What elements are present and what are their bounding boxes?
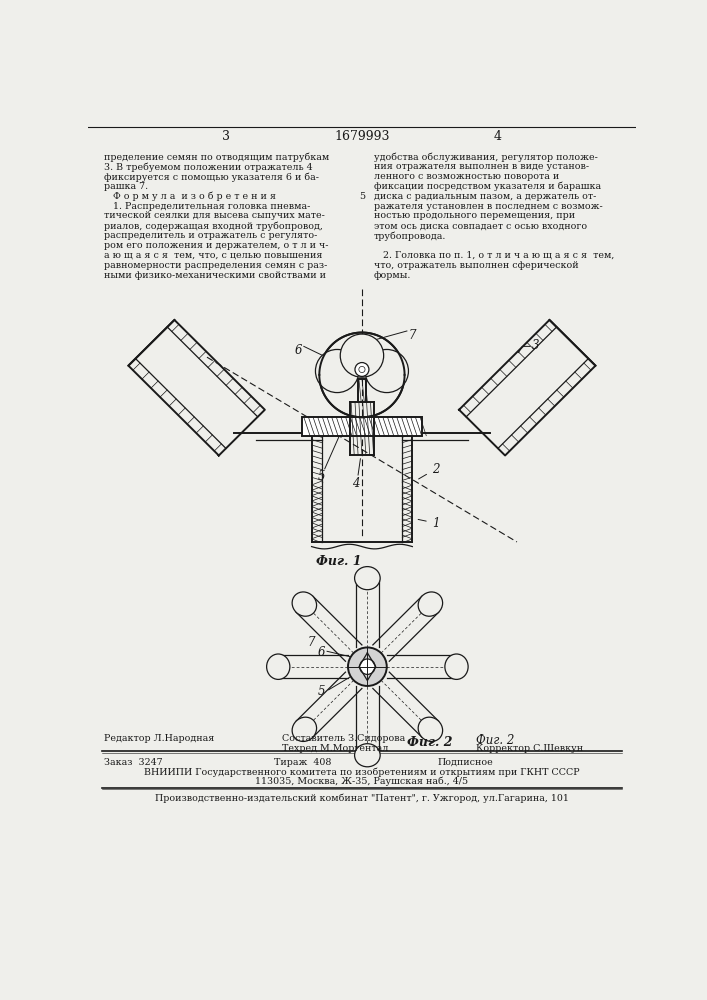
Text: 3: 3 (221, 130, 230, 143)
Circle shape (315, 349, 359, 393)
Text: 7: 7 (307, 636, 315, 649)
Text: 3. В требуемом положении отражатель 4: 3. В требуемом положении отражатель 4 (104, 162, 312, 172)
Text: ВНИИПИ Государственного комитета по изобретениям и открытиям при ГКНТ СССР: ВНИИПИ Государственного комитета по изоб… (144, 768, 580, 777)
Text: Тираж  408: Тираж 408 (274, 758, 332, 767)
Text: 5: 5 (318, 470, 325, 483)
Text: Фиг. 2: Фиг. 2 (476, 734, 514, 747)
Text: фиксации посредством указателя и барашка: фиксации посредством указателя и барашка (373, 182, 601, 191)
Text: 6: 6 (317, 646, 325, 659)
Text: ностью продольного перемещения, при: ностью продольного перемещения, при (373, 211, 575, 220)
Circle shape (348, 647, 387, 686)
Circle shape (365, 349, 409, 393)
Text: а ю щ а я с я  тем, что, с целью повышения: а ю щ а я с я тем, что, с целью повышени… (104, 251, 322, 260)
Text: 6: 6 (295, 344, 302, 357)
Ellipse shape (292, 592, 317, 616)
Bar (301, 417, 422, 436)
Circle shape (355, 363, 369, 376)
Text: 113035, Москва, Ж-35, Раушская наб., 4/5: 113035, Москва, Ж-35, Раушская наб., 4/5 (255, 777, 469, 786)
Text: что, отражатель выполнен сферической: что, отражатель выполнен сферической (373, 261, 578, 270)
Ellipse shape (267, 654, 290, 679)
Text: Подписное: Подписное (437, 758, 493, 767)
Circle shape (360, 659, 375, 674)
Text: 2. Головка по п. 1, о т л и ч а ю щ а я с я  тем,: 2. Головка по п. 1, о т л и ч а ю щ а я … (373, 251, 614, 260)
Ellipse shape (355, 567, 380, 590)
Text: 1679993: 1679993 (334, 130, 390, 143)
Text: Редактор Л.Народная: Редактор Л.Народная (104, 734, 214, 743)
Text: 3: 3 (532, 339, 539, 352)
Text: распределитель и отражатель с регулято-: распределитель и отражатель с регулято- (104, 231, 317, 240)
Text: Техред М.Моргентал: Техред М.Моргентал (282, 744, 389, 753)
Text: формы.: формы. (373, 271, 411, 280)
Ellipse shape (418, 592, 443, 616)
Text: 1. Распределительная головка пневма-: 1. Распределительная головка пневма- (104, 202, 310, 211)
Text: ленного с возможностью поворота и: ленного с возможностью поворота и (373, 172, 559, 181)
Text: диска с радиальным пазом, а держатель от-: диска с радиальным пазом, а держатель от… (373, 192, 596, 201)
Text: пределение семян по отводящим патрубкам: пределение семян по отводящим патрубкам (104, 152, 329, 162)
Text: Ф о р м у л а  и з о б р е т е н и я: Ф о р м у л а и з о б р е т е н и я (104, 192, 276, 201)
Text: тической сеялки для высева сыпучих мате-: тической сеялки для высева сыпучих мате- (104, 211, 325, 220)
Text: ром его положения и держателем, о т л и ч-: ром его положения и держателем, о т л и … (104, 241, 328, 250)
Text: 5: 5 (317, 685, 325, 698)
Text: ния отражателя выполнен в виде установ-: ния отражателя выполнен в виде установ- (373, 162, 589, 171)
Text: 7: 7 (409, 329, 416, 342)
Ellipse shape (355, 744, 380, 767)
Text: этом ось диска совпадает с осью входного: этом ось диска совпадает с осью входного (373, 221, 587, 230)
Circle shape (340, 334, 384, 377)
Text: удобства обслуживания, регулятор положе-: удобства обслуживания, регулятор положе- (373, 152, 597, 162)
Text: Корректор С.Шевкун: Корректор С.Шевкун (476, 744, 583, 753)
Text: 2: 2 (419, 463, 439, 479)
Text: Заказ  3247: Заказ 3247 (104, 758, 163, 767)
Text: Фиг. 2: Фиг. 2 (407, 736, 452, 749)
Text: риалов, содержащая входной трубопровод,: риалов, содержащая входной трубопровод, (104, 221, 323, 231)
Text: равномерности распределения семян с раз-: равномерности распределения семян с раз- (104, 261, 327, 270)
Text: 4: 4 (352, 477, 359, 490)
Ellipse shape (418, 717, 443, 741)
Text: 5: 5 (360, 192, 366, 201)
Text: трубопровода.: трубопровода. (373, 231, 446, 241)
Text: ными физико-механическими свойствами и: ными физико-механическими свойствами и (104, 271, 326, 280)
Text: 1: 1 (418, 517, 439, 530)
Ellipse shape (292, 717, 317, 741)
Text: Составитель З.Сидорова: Составитель З.Сидорова (282, 734, 405, 743)
Text: 4: 4 (493, 130, 501, 143)
Text: ражателя установлен в последнем с возмож-: ражателя установлен в последнем с возмож… (373, 202, 602, 211)
Text: рашка 7.: рашка 7. (104, 182, 148, 191)
Text: Фиг. 1: Фиг. 1 (316, 555, 361, 568)
Text: Производственно-издательский комбинат "Патент", г. Ужгород, ул.Гагарина, 101: Производственно-издательский комбинат "П… (155, 794, 569, 803)
Text: фиксируется с помощью указателя 6 и ба-: фиксируется с помощью указателя 6 и ба- (104, 172, 319, 182)
Ellipse shape (445, 654, 468, 679)
